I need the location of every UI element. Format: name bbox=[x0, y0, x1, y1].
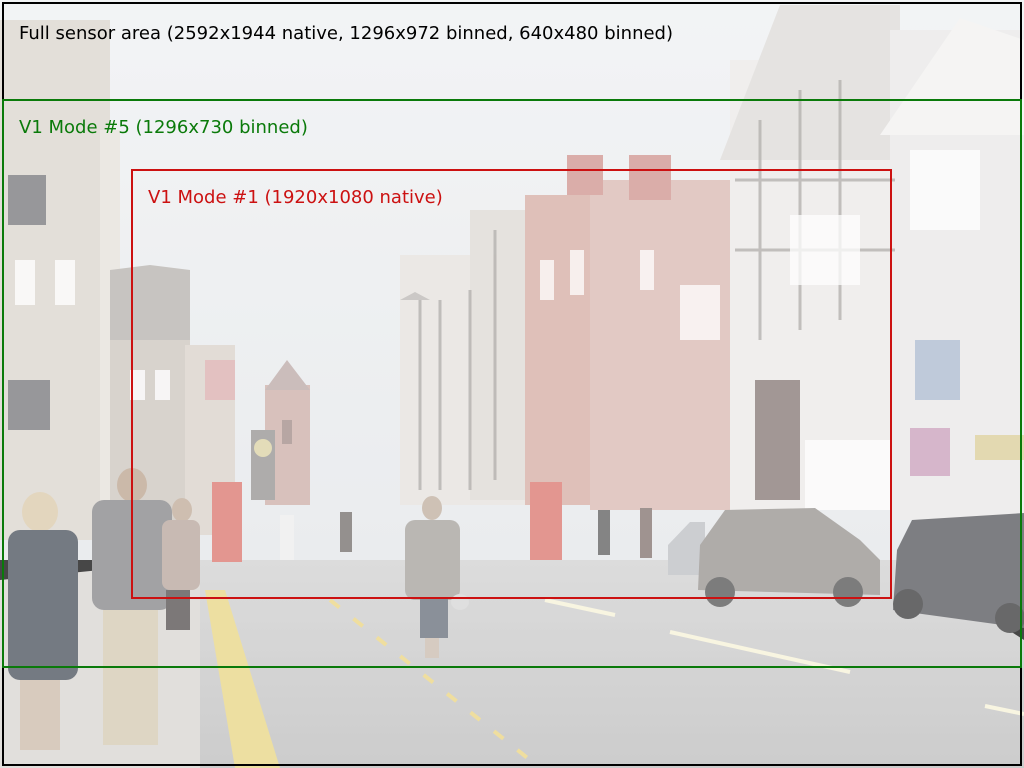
pedestrians bbox=[8, 468, 652, 750]
v1-mode-1-frame: V1 Mode #1 (1920x1080 native) bbox=[131, 169, 892, 599]
v1-mode-5-label: V1 Mode #5 (1296x730 binned) bbox=[19, 117, 308, 138]
full-sensor-area-label: Full sensor area (2592x1944 native, 1296… bbox=[19, 23, 673, 44]
v1-mode-5-frame: V1 Mode #5 (1296x730 binned) bbox=[2, 99, 1022, 668]
phone-boxes bbox=[212, 482, 562, 562]
left-buildings bbox=[0, 20, 235, 540]
clock-tower bbox=[251, 360, 310, 505]
v1-mode-1-label: V1 Mode #1 (1920x1080 native) bbox=[148, 187, 443, 208]
parked-cars bbox=[668, 508, 1024, 633]
right-buildings bbox=[400, 5, 1024, 520]
